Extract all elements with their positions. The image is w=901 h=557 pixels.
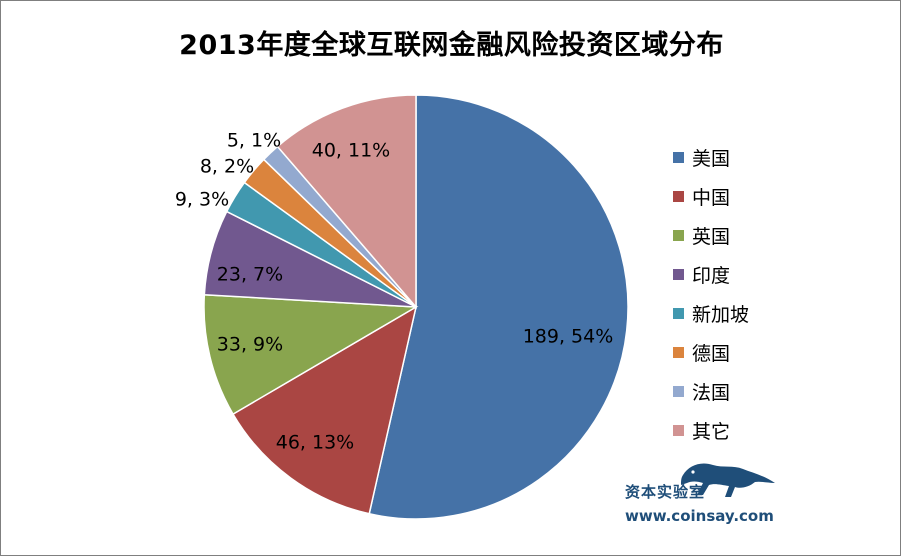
pie-slice-8 [276, 94, 417, 310]
data-label-2: 46, 13% [276, 432, 355, 454]
legend-label: 新加坡 [692, 304, 750, 326]
legend-label: 美国 [692, 148, 731, 170]
legend-swatch [673, 269, 684, 280]
legend-label: 其它 [692, 421, 731, 443]
legend: 美国中国英国印度新加坡德国法国其它 [673, 138, 749, 450]
legend-swatch [673, 425, 684, 436]
legend-label: 中国 [692, 187, 731, 209]
legend-swatch [673, 191, 684, 202]
legend-item-5: 新加坡 [673, 294, 749, 333]
legend-item-7: 法国 [673, 372, 749, 411]
legend-swatch [673, 308, 684, 319]
legend-item-2: 中国 [673, 177, 749, 216]
data-label-7: 5, 1% [227, 130, 281, 152]
watermark-name: 资本实验室 [625, 483, 706, 501]
legend-item-8: 其它 [673, 411, 749, 450]
pie-slice-2 [232, 305, 418, 515]
legend-swatch [673, 230, 684, 241]
data-label-6: 8, 2% [200, 156, 254, 178]
data-label-8: 40, 11% [312, 140, 391, 162]
legend-label: 印度 [692, 265, 731, 287]
legend-swatch [673, 152, 684, 163]
pie-slice-1 [368, 94, 629, 520]
legend-label: 英国 [692, 226, 731, 248]
watermark-url: www.coinsay.com [625, 507, 774, 525]
data-label-3: 33, 9% [217, 334, 283, 356]
legend-label: 德国 [692, 343, 731, 365]
data-label-1: 189, 54% [523, 326, 614, 348]
legend-item-1: 美国 [673, 138, 749, 177]
panther-icon [681, 463, 775, 497]
watermark: 资本实验室 www.coinsay.com [619, 453, 779, 533]
legend-swatch [673, 386, 684, 397]
data-label-5: 9, 3% [175, 189, 229, 211]
pie-slice-3 [203, 293, 419, 416]
legend-label: 法国 [692, 382, 731, 404]
legend-swatch [673, 347, 684, 358]
legend-item-6: 德国 [673, 333, 749, 372]
legend-item-4: 印度 [673, 255, 749, 294]
chart-title: 2013年度全球互联网金融风险投资区域分布 [179, 30, 724, 61]
data-label-4: 23, 7% [217, 264, 283, 286]
legend-item-3: 英国 [673, 216, 749, 255]
